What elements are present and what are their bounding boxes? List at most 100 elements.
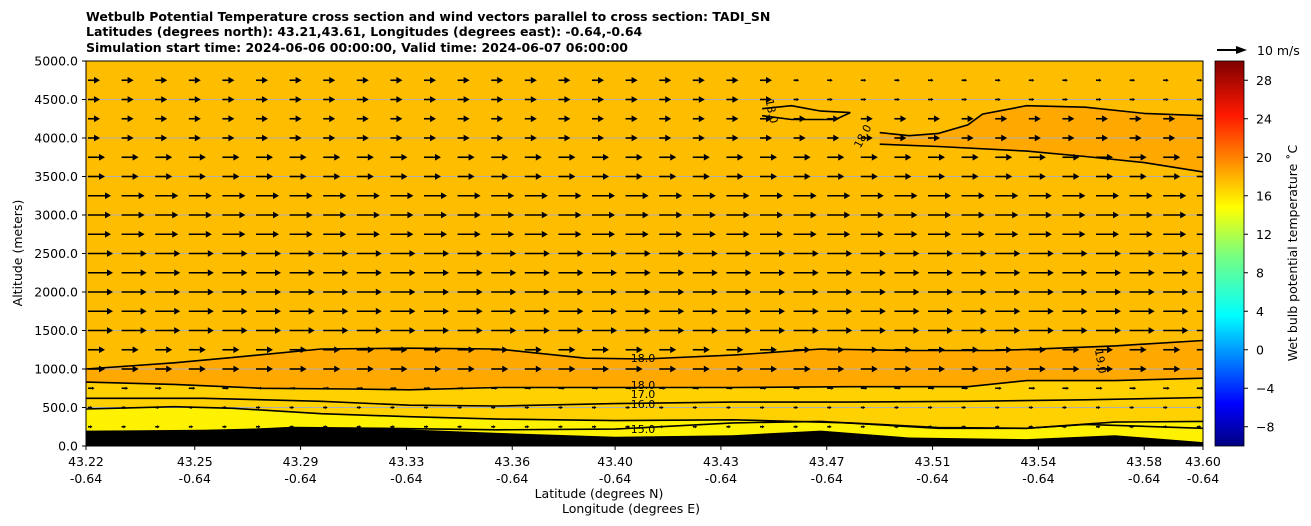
- wind-vector: [928, 192, 951, 200]
- wind-vector: [726, 134, 739, 142]
- wind-vector: [457, 269, 483, 277]
- wind-vector: [760, 96, 772, 103]
- wind-vector: [390, 173, 408, 180]
- wind-vector: [1129, 365, 1147, 373]
- wind-vector: [793, 97, 800, 102]
- wind-vector: [356, 365, 374, 373]
- wind-vector: [827, 250, 853, 257]
- wind-vector: [457, 153, 475, 161]
- wind-key-label: 10 m/s: [1257, 43, 1300, 58]
- wind-vector: [457, 288, 483, 296]
- wind-vector: [860, 425, 866, 429]
- wind-vector: [1062, 365, 1080, 373]
- wind-vector: [793, 346, 811, 354]
- wind-vector: [222, 96, 235, 103]
- wind-vector: [928, 153, 945, 161]
- wind-vector: [1062, 211, 1086, 219]
- wind-vector: [222, 173, 240, 180]
- x-tick-label-lat: 43.58: [1126, 454, 1162, 469]
- wind-vector: [894, 115, 907, 123]
- wind-vector: [1129, 327, 1155, 334]
- wind-vector: [457, 192, 481, 200]
- wind-vector: [491, 76, 504, 84]
- wind-vector: [726, 96, 739, 103]
- wind-vector: [659, 115, 672, 123]
- wind-vector: [1163, 153, 1181, 161]
- wind-vector: [88, 96, 100, 103]
- plot-area: [86, 61, 1203, 446]
- wind-vector: [558, 405, 563, 410]
- wind-vector: [524, 192, 548, 200]
- wind-vector: [256, 346, 273, 354]
- wind-vector: [558, 76, 571, 84]
- y-tick-label: 3500.0: [34, 169, 78, 184]
- wind-vector: [1129, 97, 1136, 102]
- wind-vector: [1196, 271, 1203, 274]
- wind-vector: [491, 134, 504, 142]
- wind-vector: [256, 115, 268, 123]
- wind-vector: [323, 192, 347, 200]
- wind-vector: [558, 211, 582, 219]
- wind-vector: [625, 307, 651, 315]
- wind-vector: [592, 307, 617, 315]
- wind-vector: [760, 250, 785, 257]
- wind-vector: [592, 153, 609, 161]
- wind-vector: [961, 386, 969, 390]
- contour-label-3: 18.0: [631, 379, 656, 392]
- wind-vector: [1163, 173, 1181, 180]
- wind-vector: [491, 173, 509, 180]
- wind-vector: [289, 134, 302, 142]
- wind-vector: [592, 386, 599, 390]
- y-tick-label: 2500.0: [34, 246, 78, 261]
- wind-vector: [390, 425, 395, 429]
- wind-vector: [961, 134, 974, 142]
- wind-vector: [1062, 250, 1088, 257]
- wind-vector: [424, 211, 447, 219]
- wind-vector: [1062, 327, 1088, 334]
- wind-vector: [88, 153, 105, 161]
- boundary-layer-region: [86, 340, 1203, 390]
- wind-vector: [625, 365, 643, 373]
- wind-vector: [1163, 307, 1189, 315]
- wind-vector: [1163, 134, 1176, 142]
- wind-vector: [928, 78, 934, 82]
- wind-vector: [1129, 386, 1137, 390]
- wind-vector: [1096, 192, 1119, 200]
- terrain: [86, 427, 1203, 446]
- wind-vector: [121, 346, 139, 354]
- wind-vector: [558, 386, 565, 390]
- wind-vector: [155, 365, 173, 373]
- wind-vector: [692, 115, 705, 123]
- wind-vector: [1096, 269, 1121, 277]
- wind-vector: [188, 365, 206, 373]
- wind-vector: [457, 307, 483, 315]
- wind-vector: [424, 346, 441, 354]
- x-tick-label-lon: -0.64: [1128, 471, 1160, 486]
- wind-vector: [894, 327, 920, 334]
- wind-vector: [1062, 405, 1067, 410]
- wind-vector: [1196, 368, 1203, 370]
- wind-vector: [356, 173, 374, 180]
- wind-vector: [793, 386, 801, 390]
- y-tick-label: 4500.0: [34, 92, 78, 107]
- wind-vector: [155, 211, 179, 219]
- wind-vector: [928, 346, 945, 354]
- y-tick-label: 2000.0: [34, 285, 78, 300]
- wind-vector: [256, 192, 279, 200]
- wind-vector: [256, 96, 268, 103]
- wind-vector: [188, 211, 212, 219]
- wind-vector: [155, 192, 179, 200]
- wind-vector: [860, 386, 868, 390]
- wind-vector: [356, 288, 382, 296]
- wind-vector: [726, 250, 752, 257]
- wind-vector: [1129, 230, 1153, 238]
- wind-vector: [222, 230, 246, 238]
- wind-vector: [1028, 346, 1046, 354]
- wind-vector: [625, 211, 649, 219]
- wind-vector: [1129, 250, 1155, 257]
- wind-vector: [188, 173, 206, 180]
- wind-vector: [390, 76, 403, 84]
- wind-vector: [457, 346, 475, 354]
- wind-vector: [659, 405, 664, 410]
- wind-vector: [121, 96, 134, 103]
